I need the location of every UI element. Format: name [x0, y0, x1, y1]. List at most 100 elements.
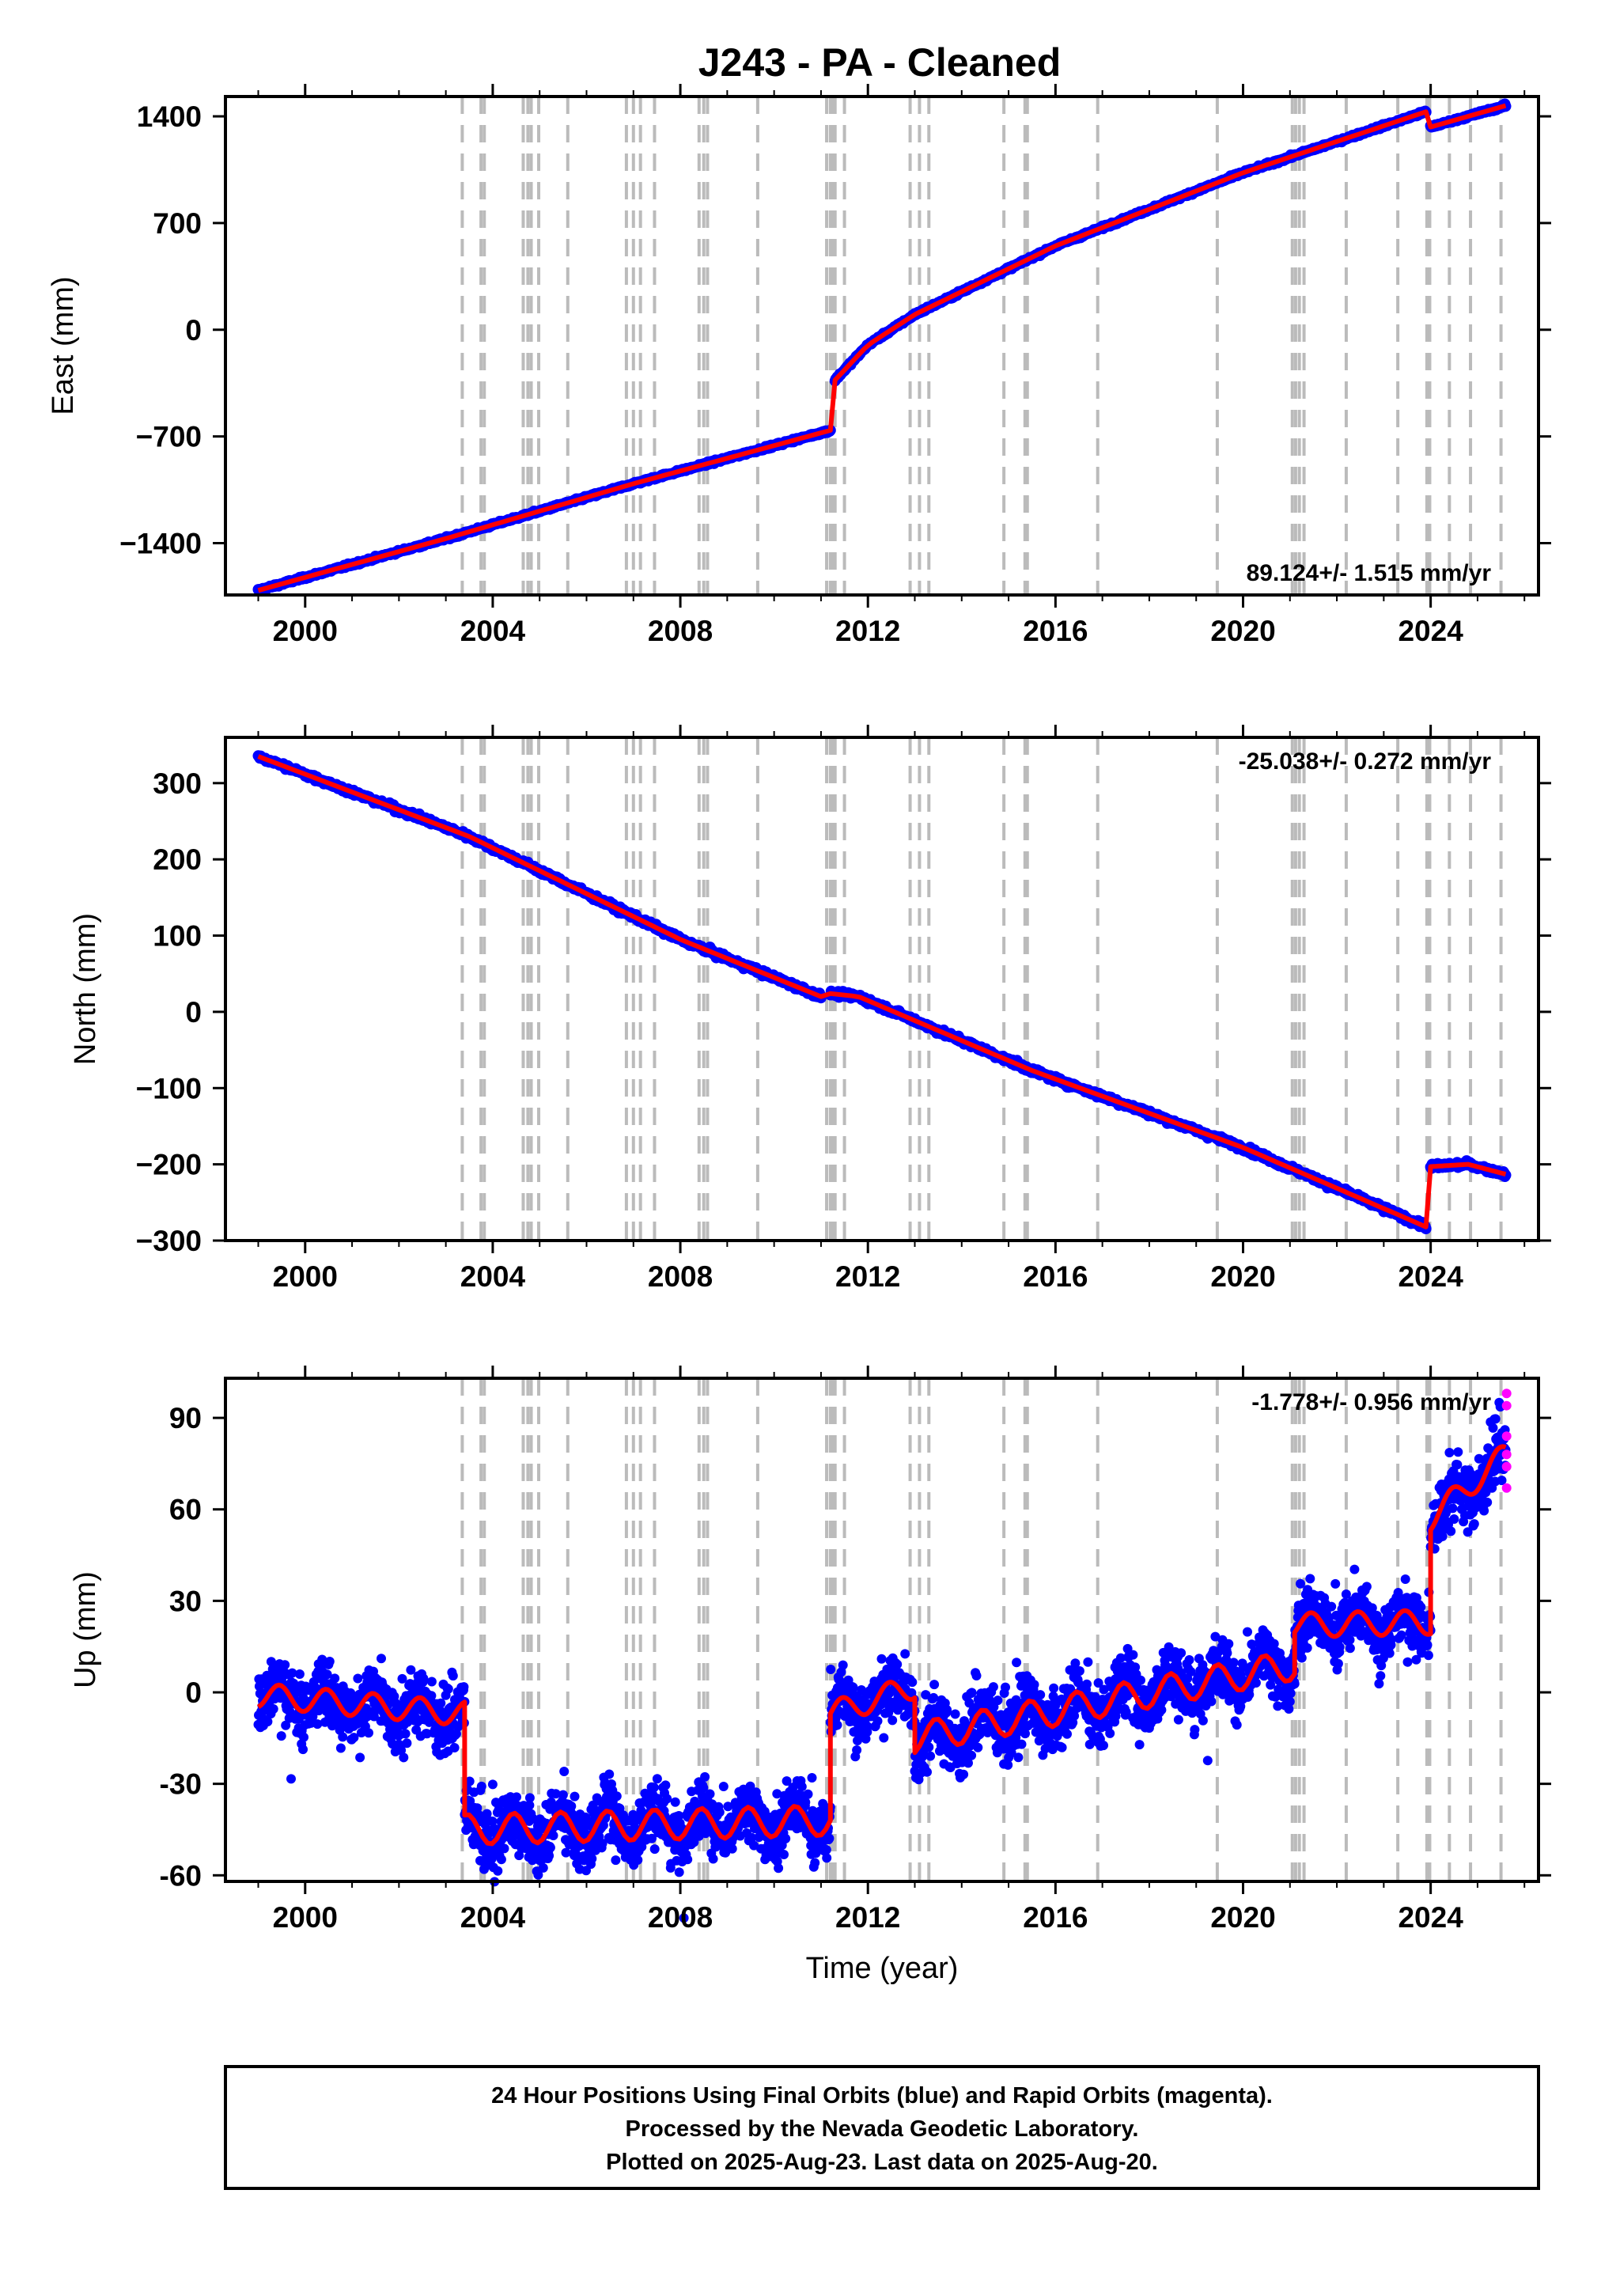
x-tick-label: 2016 — [1023, 615, 1088, 647]
y-tick-label: 1400 — [137, 100, 202, 133]
up-point — [587, 1854, 597, 1864]
up-point — [714, 1807, 725, 1817]
up-point — [604, 1769, 615, 1779]
y-tick-label: 100 — [153, 920, 202, 953]
up-point — [570, 1791, 580, 1802]
up-point — [280, 1660, 290, 1670]
up-point — [353, 1673, 363, 1684]
up-point — [548, 1831, 558, 1840]
up-point — [459, 1682, 469, 1692]
up-point — [324, 1657, 335, 1666]
up-point — [611, 1855, 621, 1866]
up-point — [544, 1851, 554, 1861]
up-point — [683, 1855, 693, 1865]
north-y-axis-label: North (mm) — [69, 913, 102, 1065]
y-tick-label: 0 — [185, 314, 202, 347]
up-point — [633, 1855, 643, 1865]
y-tick-label: −1400 — [119, 527, 202, 559]
up-point — [566, 1801, 577, 1811]
up-point — [649, 1783, 659, 1793]
up-panel: 2000 2004 2008 2012 2016 2020 20249060300-30-6… — [69, 1366, 1551, 1985]
up-point — [426, 1691, 437, 1701]
up-point — [448, 1671, 458, 1681]
up-point — [545, 1843, 555, 1853]
north-model-fit-line — [257, 754, 1508, 1229]
up-point — [377, 1654, 386, 1664]
up-point — [402, 1738, 412, 1749]
up-point — [662, 1794, 672, 1804]
up-point — [294, 1669, 305, 1679]
east-plot-frame — [224, 95, 1540, 597]
east-model-fit-line — [257, 103, 1508, 593]
y-tick-label: 0 — [185, 996, 202, 1029]
y-tick-label: −700 — [136, 421, 202, 453]
y-tick-label: 300 — [153, 767, 202, 800]
up-point — [512, 1792, 521, 1802]
up-point — [335, 1743, 346, 1753]
up-point — [649, 1844, 660, 1855]
up-point — [670, 1797, 680, 1807]
x-tick-label: 2012 — [835, 1260, 900, 1293]
up-point — [443, 1684, 453, 1694]
x-tick-label: 2024 — [1398, 615, 1463, 647]
up-point — [406, 1665, 416, 1675]
up-point — [364, 1728, 373, 1738]
up-data-points — [253, 1397, 1511, 1923]
up-point — [330, 1673, 340, 1684]
up-point — [476, 1781, 486, 1791]
up-point — [718, 1782, 729, 1791]
up-point — [276, 1731, 286, 1741]
up-point — [660, 1780, 671, 1790]
y-tick-label: −200 — [136, 1149, 202, 1181]
up-point — [400, 1729, 411, 1739]
up-point — [538, 1862, 548, 1873]
up-point — [708, 1854, 718, 1864]
up-point — [298, 1745, 308, 1755]
up-point — [418, 1673, 429, 1684]
east-data-points — [252, 98, 1512, 596]
up-point — [774, 1863, 784, 1874]
up-point — [436, 1698, 446, 1708]
up-point — [268, 1704, 278, 1714]
figure-title: J243 - PA - Cleaned — [698, 40, 1062, 85]
x-tick-label: 2008 — [648, 615, 713, 647]
up-point — [705, 1789, 715, 1799]
x-tick-label: 2016 — [1023, 1260, 1088, 1293]
x-tick-label: 2004 — [460, 615, 526, 647]
x-tick-label: 2020 — [1210, 1260, 1275, 1293]
up-point — [700, 1771, 710, 1782]
y-tick-label: 700 — [153, 207, 202, 240]
up-point — [496, 1855, 506, 1865]
up-point — [338, 1732, 348, 1742]
x-tick-label: 2012 — [835, 615, 900, 647]
up-point — [779, 1850, 789, 1859]
up-point — [611, 1791, 622, 1802]
east-y-axis-label: East (mm) — [47, 276, 80, 415]
up-point — [355, 1752, 365, 1763]
up-point — [286, 1774, 296, 1784]
x-tick-label: 2000 — [273, 1260, 338, 1293]
up-point — [449, 1743, 460, 1752]
east-panel: 2000 2004 2008 2012 2016 2020 202414007000−700… — [47, 84, 1551, 647]
y-tick-label: 200 — [153, 843, 202, 876]
x-tick-label: 2004 — [460, 1260, 526, 1293]
up-point — [561, 1847, 571, 1858]
panels: 2000 2004 2008 2012 2016 2020 202414007000−700… — [47, 84, 1551, 1985]
up-point — [652, 1774, 662, 1784]
up-point — [493, 1866, 503, 1876]
up-point — [426, 1677, 437, 1687]
up-point — [524, 1793, 535, 1803]
up-point — [487, 1779, 498, 1790]
x-tick-label: 2024 — [1398, 1260, 1463, 1293]
x-tick-label: 2020 — [1210, 615, 1275, 647]
north-data-points — [252, 750, 1512, 1234]
up-point — [499, 1843, 509, 1854]
up-point — [397, 1673, 407, 1684]
up-point — [727, 1843, 737, 1854]
up-point — [781, 1833, 791, 1843]
x-tick-label: 2008 — [648, 1260, 713, 1293]
up-point — [399, 1752, 409, 1763]
up-point — [559, 1767, 570, 1776]
y-tick-label: −100 — [136, 1072, 202, 1104]
